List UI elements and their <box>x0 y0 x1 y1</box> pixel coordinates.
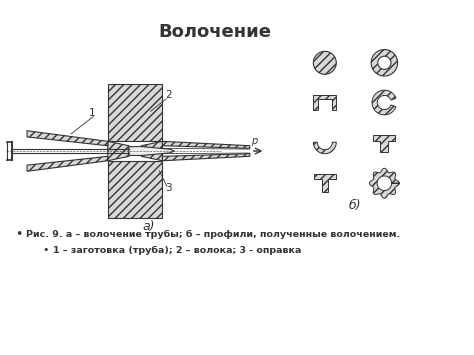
Polygon shape <box>314 174 336 192</box>
Polygon shape <box>27 131 108 146</box>
Ellipse shape <box>378 56 391 70</box>
Bar <box>108 161 163 218</box>
Text: 1: 1 <box>89 108 95 118</box>
Polygon shape <box>108 141 129 161</box>
Text: •: • <box>15 228 22 241</box>
Text: р: р <box>251 136 257 146</box>
Polygon shape <box>372 90 396 115</box>
Text: 1 – заготовка (труба); 2 – волока; 3 - оправка: 1 – заготовка (труба); 2 – волока; 3 - о… <box>53 246 301 255</box>
Text: а): а) <box>142 220 155 234</box>
Text: б): б) <box>348 199 361 212</box>
Ellipse shape <box>313 51 336 74</box>
Text: Рис. 9. а – волочение трубы; б – профили, полученные волочением.: Рис. 9. а – волочение трубы; б – профили… <box>26 230 400 239</box>
Polygon shape <box>374 135 395 152</box>
Text: 3: 3 <box>165 183 172 193</box>
Bar <box>108 84 163 141</box>
Polygon shape <box>313 94 336 110</box>
Polygon shape <box>129 147 174 155</box>
Polygon shape <box>27 156 108 171</box>
Polygon shape <box>163 141 250 148</box>
Polygon shape <box>163 154 250 161</box>
Polygon shape <box>141 141 163 161</box>
Text: 2: 2 <box>165 90 172 100</box>
Text: Волочение: Волочение <box>158 23 271 41</box>
Ellipse shape <box>371 50 398 76</box>
Polygon shape <box>369 168 399 198</box>
Polygon shape <box>313 142 336 154</box>
Text: •: • <box>43 245 49 255</box>
